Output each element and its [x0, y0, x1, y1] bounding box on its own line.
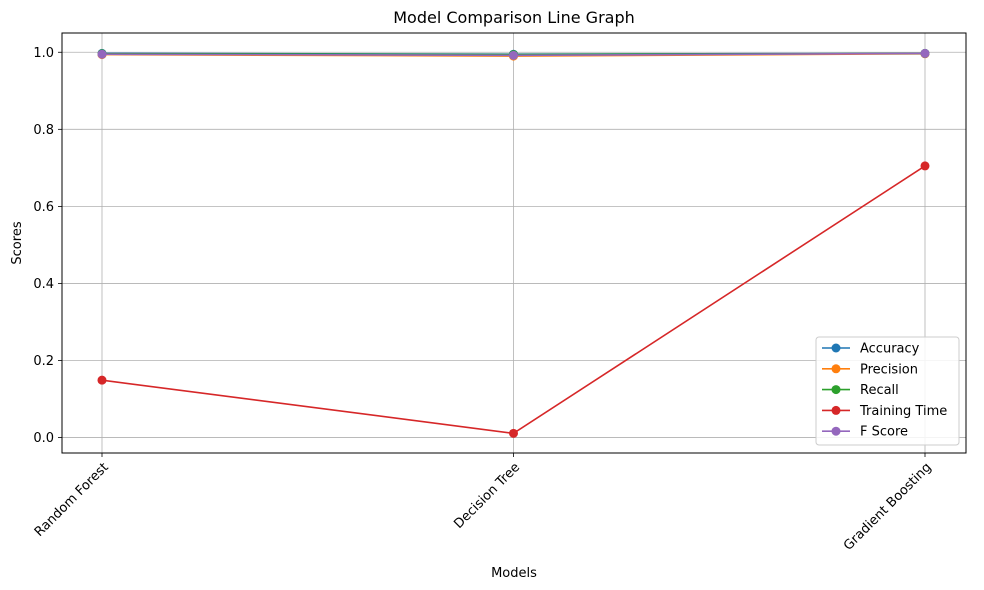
x-tick-label: Decision Tree — [451, 460, 523, 532]
data-point-training-time — [509, 428, 518, 438]
legend-marker-accuracy — [831, 343, 841, 353]
y-tick-label: 1.0 — [33, 46, 54, 61]
legend-marker-precision — [831, 364, 841, 374]
x-axis-label: Models — [491, 566, 537, 581]
legend-marker-recall — [831, 385, 841, 395]
y-tick-label: 0.0 — [33, 431, 54, 446]
legend-label-accuracy: Accuracy — [860, 342, 920, 357]
y-tick-label: 0.2 — [33, 354, 54, 369]
legend-label-training-time: Training Time — [859, 404, 947, 419]
legend-marker-training-time — [831, 405, 841, 415]
x-tick-label: Gradient Boosting — [841, 460, 935, 554]
y-tick-label: 0.4 — [33, 277, 54, 292]
legend-label-recall: Recall — [860, 383, 899, 398]
data-point-f-score — [920, 48, 930, 58]
legend-box — [815, 336, 960, 446]
x-tick-label: Random Forest — [32, 460, 112, 540]
y-tick-label: 0.6 — [33, 200, 54, 215]
y-tick-label: 0.8 — [33, 123, 54, 138]
legend-label-f-score: F Score — [860, 425, 908, 440]
data-point-f-score — [97, 49, 107, 59]
legend: Accuracy Precision Recall Training Time F Sc… — [815, 336, 960, 446]
axes-ticks: 0.0 0.2 0.4 0.6 0.8 1.0 Random Forest Decision … — [32, 46, 935, 554]
chart-title: Model Comparison Line Graph — [393, 8, 635, 27]
legend-marker-f-score — [831, 426, 841, 436]
series-group — [97, 48, 930, 438]
y-axis-label: Scores — [10, 221, 25, 264]
data-point-training-time — [920, 161, 930, 171]
plot-frame — [61, 32, 967, 454]
legend-label-precision: Precision — [860, 362, 918, 377]
data-point-training-time — [97, 375, 107, 385]
data-point-f-score — [509, 50, 518, 60]
